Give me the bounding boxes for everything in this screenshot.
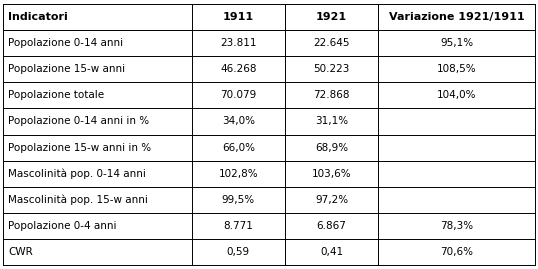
Text: Popolazione 15-w anni: Popolazione 15-w anni [8, 64, 125, 74]
Text: 104,0%: 104,0% [437, 90, 477, 100]
Text: 34,0%: 34,0% [222, 116, 255, 126]
Text: 22.645: 22.645 [313, 38, 350, 48]
Text: Popolazione 0-14 anni: Popolazione 0-14 anni [8, 38, 123, 48]
Text: 72.868: 72.868 [313, 90, 350, 100]
Text: Mascolinità pop. 15-w anni: Mascolinità pop. 15-w anni [8, 194, 148, 205]
Text: 103,6%: 103,6% [312, 169, 351, 179]
Text: 108,5%: 108,5% [437, 64, 477, 74]
Text: 46.268: 46.268 [220, 64, 257, 74]
Text: 66,0%: 66,0% [222, 143, 255, 153]
Text: 102,8%: 102,8% [218, 169, 258, 179]
Text: Variazione 1921/1911: Variazione 1921/1911 [389, 12, 525, 22]
Text: 70,6%: 70,6% [440, 247, 473, 257]
Text: 95,1%: 95,1% [440, 38, 473, 48]
Text: 31,1%: 31,1% [315, 116, 348, 126]
Text: 70.079: 70.079 [220, 90, 257, 100]
Text: Popolazione 0-4 anni: Popolazione 0-4 anni [8, 221, 117, 231]
Text: 97,2%: 97,2% [315, 195, 348, 205]
Text: 68,9%: 68,9% [315, 143, 348, 153]
Text: Popolazione 15-w anni in %: Popolazione 15-w anni in % [8, 143, 151, 153]
Text: Popolazione totale: Popolazione totale [8, 90, 104, 100]
Text: 23.811: 23.811 [220, 38, 257, 48]
Text: 50.223: 50.223 [314, 64, 350, 74]
Text: 1921: 1921 [316, 12, 347, 22]
Text: 99,5%: 99,5% [222, 195, 255, 205]
Text: Popolazione 0-14 anni in %: Popolazione 0-14 anni in % [8, 116, 149, 126]
Text: 8.771: 8.771 [223, 221, 253, 231]
Text: 0,41: 0,41 [320, 247, 343, 257]
Text: 78,3%: 78,3% [440, 221, 473, 231]
Text: 6.867: 6.867 [317, 221, 346, 231]
Text: Indicatori: Indicatori [8, 12, 68, 22]
Text: 1911: 1911 [223, 12, 254, 22]
Text: Mascolinità pop. 0-14 anni: Mascolinità pop. 0-14 anni [8, 168, 146, 179]
Text: CWR: CWR [8, 247, 33, 257]
Text: 0,59: 0,59 [227, 247, 250, 257]
